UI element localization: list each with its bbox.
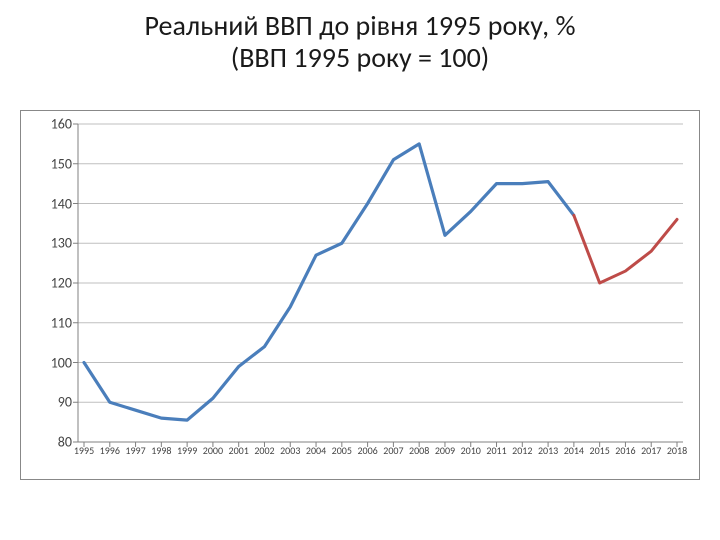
chart-title-line1: Реальний ВВП до рівня 1995 року, % xyxy=(0,10,720,42)
chart-title-line2: (ВВП 1995 року = 100) xyxy=(0,42,720,74)
series-gdp-forecast xyxy=(574,215,677,283)
line-chart xyxy=(20,110,700,510)
series-gdp-historical xyxy=(84,144,574,420)
chart-container: 8090100110120130140150160 19951996199719… xyxy=(20,110,700,510)
